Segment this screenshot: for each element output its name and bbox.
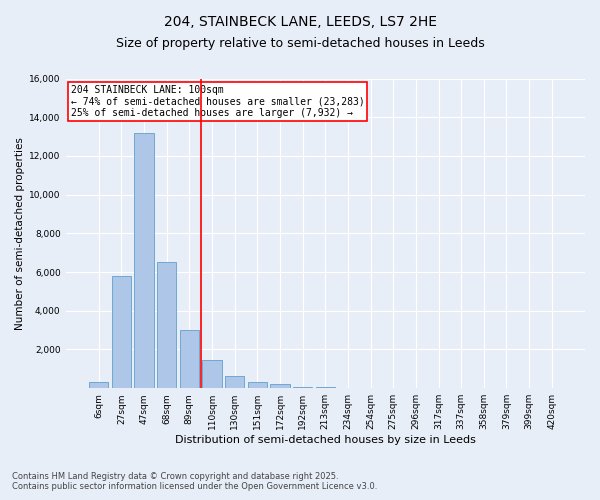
X-axis label: Distribution of semi-detached houses by size in Leeds: Distribution of semi-detached houses by … — [175, 435, 476, 445]
Bar — [89, 382, 109, 388]
Bar — [112, 276, 131, 388]
Bar — [202, 360, 221, 388]
Bar — [134, 132, 154, 388]
Text: Size of property relative to semi-detached houses in Leeds: Size of property relative to semi-detach… — [116, 38, 484, 51]
Bar — [180, 330, 199, 388]
Bar — [271, 384, 290, 388]
Text: 204, STAINBECK LANE, LEEDS, LS7 2HE: 204, STAINBECK LANE, LEEDS, LS7 2HE — [163, 15, 437, 29]
Bar — [157, 262, 176, 388]
Text: 204 STAINBECK LANE: 100sqm
← 74% of semi-detached houses are smaller (23,283)
25: 204 STAINBECK LANE: 100sqm ← 74% of semi… — [71, 84, 364, 118]
Bar — [293, 386, 312, 388]
Bar — [316, 387, 335, 388]
Text: Contains public sector information licensed under the Open Government Licence v3: Contains public sector information licen… — [12, 482, 377, 491]
Bar — [248, 382, 267, 388]
Y-axis label: Number of semi-detached properties: Number of semi-detached properties — [15, 137, 25, 330]
Text: Contains HM Land Registry data © Crown copyright and database right 2025.: Contains HM Land Registry data © Crown c… — [12, 472, 338, 481]
Bar — [225, 376, 244, 388]
